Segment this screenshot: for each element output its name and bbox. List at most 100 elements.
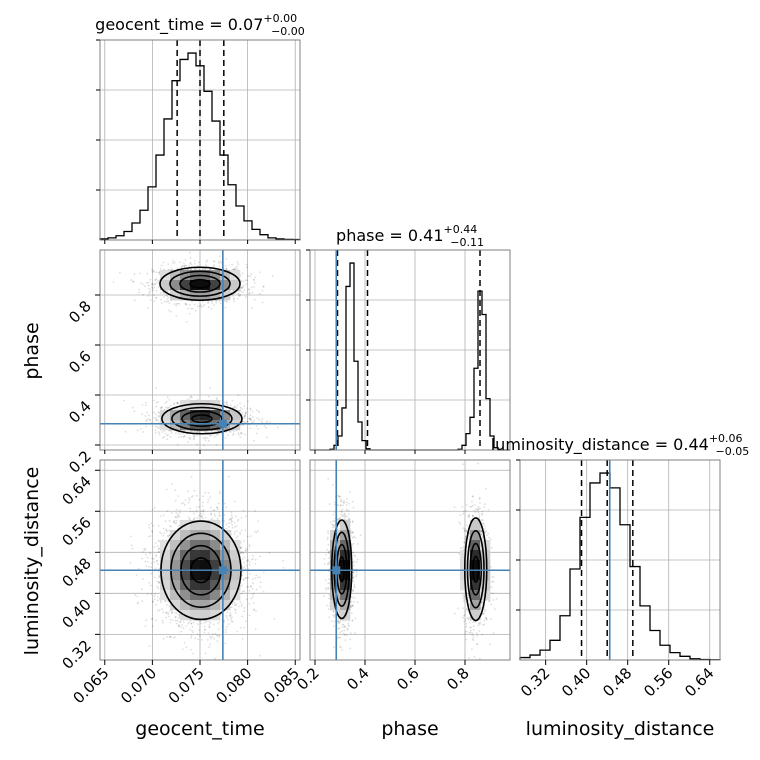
sample-point	[203, 304, 206, 306]
sample-point	[153, 417, 156, 419]
sample-point	[155, 281, 158, 284]
sample-point	[211, 300, 213, 303]
sample-point	[243, 415, 246, 417]
sample-point	[165, 400, 168, 403]
sample-point	[169, 310, 172, 313]
sample-point	[137, 601, 139, 604]
sample-point	[177, 432, 180, 434]
sample-point	[190, 307, 193, 310]
sample-point	[240, 432, 243, 435]
sample-point	[202, 437, 205, 439]
density-cell	[200, 290, 211, 301]
sample-point	[189, 510, 192, 513]
grid-panel-phase-luminosity_distance	[310, 460, 510, 660]
sample-point	[179, 261, 182, 264]
sample-point	[179, 621, 181, 623]
sample-point	[166, 295, 169, 298]
sample-point	[231, 526, 234, 529]
sample-point	[176, 402, 179, 404]
sample-point	[159, 599, 162, 602]
sample-point	[205, 431, 208, 433]
sample-point	[261, 418, 264, 420]
sample-point	[139, 428, 142, 430]
sample-point	[199, 513, 202, 515]
sample-point	[187, 501, 190, 504]
sample-point	[155, 271, 158, 274]
density-cell	[170, 280, 181, 291]
sample-point	[157, 401, 160, 403]
density-cell	[220, 410, 231, 421]
sample-point	[192, 518, 195, 521]
sample-point	[250, 307, 253, 309]
sample-point	[207, 301, 210, 303]
sample-point	[191, 429, 193, 432]
sample-point	[237, 295, 240, 297]
contour-level	[191, 414, 213, 424]
sample-point	[265, 421, 268, 424]
sample-point	[240, 552, 243, 554]
sample-point	[214, 657, 217, 660]
sample-point	[252, 558, 255, 560]
sample-point	[202, 665, 204, 667]
sample-point	[149, 288, 152, 291]
sample-point	[155, 401, 158, 404]
sample-point	[240, 290, 243, 293]
sample-point	[175, 519, 178, 522]
sample-point	[147, 295, 150, 297]
sample-point	[156, 559, 158, 562]
sample-point	[213, 637, 215, 640]
sample-point	[235, 537, 238, 539]
sample-point	[202, 300, 204, 303]
sample-point	[168, 399, 171, 401]
sample-point	[180, 630, 182, 633]
sample-point	[147, 284, 150, 287]
sample-point	[246, 407, 249, 410]
sample-point	[248, 291, 251, 294]
sample-point	[253, 298, 256, 301]
sample-point	[199, 635, 201, 637]
sample-point	[254, 530, 256, 533]
density-cell	[230, 420, 241, 431]
sample-point	[159, 531, 161, 534]
sample-point	[244, 415, 247, 417]
sample-point	[189, 438, 192, 441]
sample-point	[148, 524, 150, 526]
sample-point	[183, 503, 186, 506]
sample-point	[239, 532, 242, 534]
sample-point	[232, 432, 235, 435]
sample-point	[150, 572, 153, 575]
sample-point	[138, 288, 141, 291]
sample-point	[161, 431, 163, 433]
sample-point	[246, 420, 249, 423]
sample-point	[231, 263, 234, 266]
sample-point	[178, 613, 181, 616]
sample-point	[153, 546, 155, 548]
sample-point	[153, 576, 156, 579]
sample-point	[245, 263, 248, 266]
sample-point	[212, 509, 215, 512]
sample-point	[133, 410, 136, 412]
sample-point	[249, 407, 252, 410]
sample-point	[214, 632, 217, 635]
sample-point	[157, 571, 160, 573]
sample-point	[155, 419, 157, 422]
sample-point	[176, 619, 179, 622]
density-cell	[180, 420, 191, 431]
sample-point	[201, 515, 203, 518]
sample-point	[144, 547, 147, 550]
sample-point	[182, 436, 185, 439]
sample-point	[164, 600, 167, 603]
sample-point	[163, 430, 166, 432]
sample-point	[178, 433, 181, 436]
sample-point	[218, 265, 221, 268]
sample-point	[176, 402, 179, 405]
sample-point	[196, 434, 198, 437]
sample-point	[213, 435, 216, 438]
sample-point	[219, 260, 222, 263]
sample-point	[271, 275, 274, 278]
sample-point	[130, 279, 132, 281]
sample-point	[244, 410, 247, 413]
sample-point	[202, 517, 204, 520]
sample-point	[254, 558, 257, 561]
sample-point	[158, 412, 161, 414]
